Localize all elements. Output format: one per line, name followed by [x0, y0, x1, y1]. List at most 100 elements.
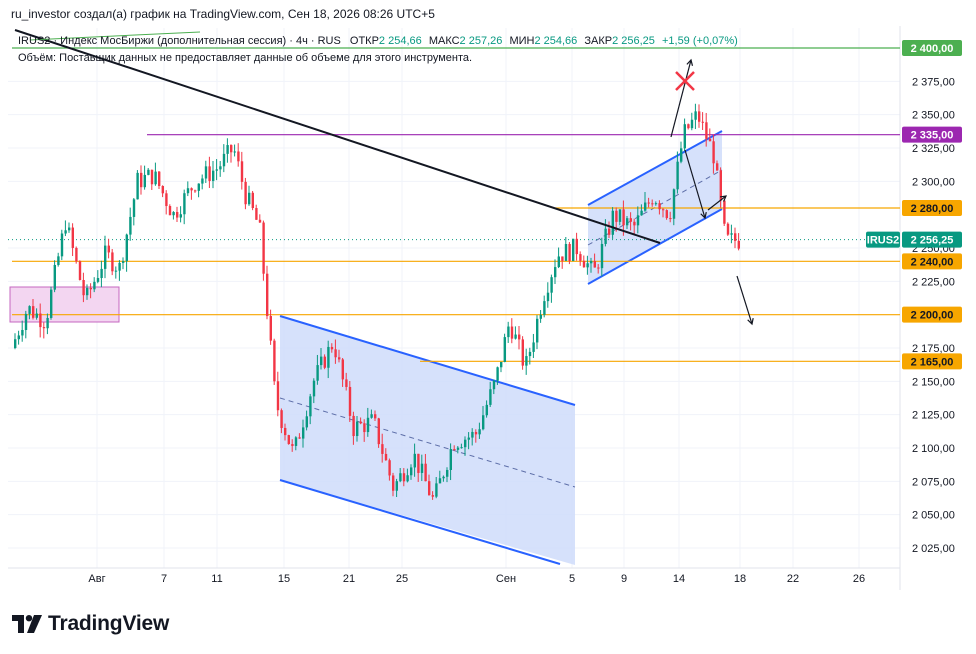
- candle: [683, 118, 686, 151]
- candle-body: [53, 264, 56, 290]
- candle: [71, 223, 74, 257]
- candle-body: [129, 216, 132, 235]
- descending-channel-fill: [280, 316, 575, 565]
- candle-body: [348, 386, 352, 416]
- candle: [618, 209, 622, 226]
- candle-body: [150, 169, 154, 185]
- time-tick-label: 18: [734, 573, 746, 585]
- candle: [572, 238, 575, 262]
- candle-body: [291, 444, 294, 446]
- candle: [42, 322, 46, 339]
- candle-body: [471, 431, 474, 438]
- candle: [219, 160, 222, 177]
- candle-body: [75, 247, 78, 262]
- candle: [500, 361, 503, 373]
- descending-channel-mid: [279, 397, 576, 488]
- candle-body: [672, 189, 676, 219]
- candle-body: [320, 356, 323, 366]
- highlight-zone: [9, 286, 120, 323]
- descending-channel-upper: [279, 315, 576, 406]
- candle: [161, 185, 164, 198]
- candle-body: [107, 245, 110, 253]
- candle-body: [143, 174, 146, 188]
- candle-body: [276, 381, 280, 411]
- price-tick-label: 2 175,00: [912, 343, 955, 355]
- candle-body: [417, 453, 420, 473]
- candle-body: [96, 278, 100, 282]
- candle-body: [104, 245, 107, 269]
- high-label: МАКС: [428, 35, 460, 47]
- candle: [734, 227, 737, 249]
- candle-body: [730, 233, 733, 235]
- candle: [420, 454, 424, 481]
- arrow-small-head: [719, 195, 727, 202]
- price-badges: 2 400,00 2 335,00 2 280,00 2 240,00 2 200,00…: [866, 40, 962, 370]
- candle-body: [640, 210, 643, 216]
- candle: [705, 112, 708, 147]
- level-badge-label: 2 200,00: [911, 310, 954, 322]
- candle-body: [208, 166, 211, 181]
- brand[interactable]: TradingView: [12, 612, 169, 636]
- candle: [122, 257, 125, 270]
- candle: [377, 417, 380, 448]
- candle-body: [676, 161, 679, 190]
- current-price-bg: [902, 231, 962, 248]
- candle: [672, 188, 676, 226]
- candle-body: [183, 193, 186, 215]
- candle: [586, 255, 589, 275]
- price-axis[interactable]: 2 025,00 2 050,00 2 075,00 2 100,00 2 125,00…: [912, 76, 955, 555]
- candle: [608, 221, 611, 238]
- candle-body: [309, 396, 312, 417]
- candle-body: [492, 380, 496, 390]
- cross-mark-b: [675, 71, 695, 91]
- candle-body: [280, 410, 283, 428]
- candle: [359, 417, 362, 425]
- candle: [575, 232, 578, 261]
- candle: [676, 151, 679, 194]
- candle-body: [356, 421, 359, 437]
- candle-body: [158, 171, 161, 186]
- instrument-legend: IRUS2 · Индекс МосБиржи (дополнительная …: [18, 35, 742, 47]
- candle: [561, 256, 564, 269]
- candle-body: [330, 346, 334, 350]
- candle: [503, 333, 506, 363]
- candle: [64, 220, 67, 237]
- candle-body: [273, 340, 276, 382]
- time-axis[interactable]: Авг 7 11 15 21 25 Сен 5 9 14 18 22 26: [88, 573, 865, 585]
- candle-body: [712, 141, 715, 164]
- candle-body: [240, 161, 244, 182]
- candle-body: [507, 326, 510, 338]
- candle: [442, 475, 445, 482]
- candle-body: [467, 437, 470, 440]
- brand-name: TradingView: [48, 612, 170, 635]
- candle-body: [528, 351, 532, 357]
- candle-body: [402, 473, 406, 482]
- candle: [356, 415, 359, 442]
- candle-body: [410, 467, 413, 476]
- candle-body: [586, 263, 589, 268]
- candle-body: [302, 427, 305, 439]
- candle-body: [219, 166, 222, 170]
- instrument-title[interactable]: IRUS2 · Индекс МосБиржи (дополнительная …: [18, 35, 341, 47]
- candle: [489, 381, 492, 408]
- candle: [284, 423, 287, 441]
- candle-body: [456, 447, 460, 450]
- candle-body: [147, 169, 150, 175]
- candle-body: [568, 243, 571, 261]
- candle-body: [237, 151, 240, 162]
- candle: [579, 251, 582, 266]
- candle: [179, 206, 182, 223]
- candle-body: [647, 202, 650, 204]
- time-tick-label: Авг: [88, 573, 105, 585]
- time-tick-label: 9: [621, 573, 627, 585]
- candle-body: [366, 417, 370, 433]
- arrow-down-2-head: [747, 317, 754, 326]
- candle: [366, 407, 370, 437]
- candle-body: [669, 218, 672, 220]
- candle-body: [334, 349, 337, 358]
- low-value: 2 254,66: [534, 35, 578, 47]
- candle-body: [708, 138, 712, 142]
- candle: [568, 242, 571, 265]
- candle: [75, 246, 78, 264]
